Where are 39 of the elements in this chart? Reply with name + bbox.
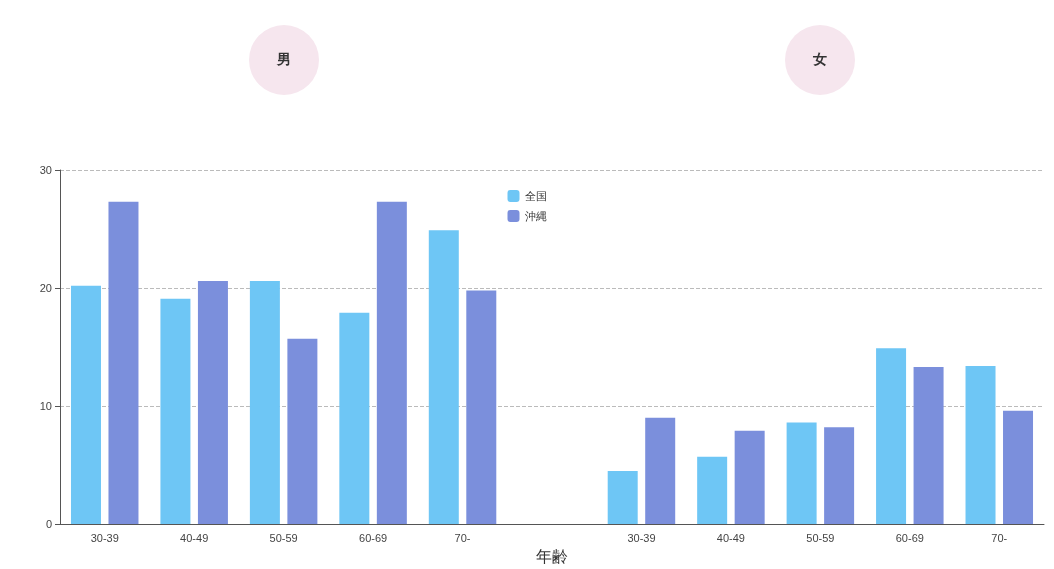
x-tick-label: 50-59 [269,531,298,544]
x-tick-label: 40-49 [716,531,745,544]
bar [428,230,459,525]
bar [697,456,728,525]
text: 男 [276,51,291,69]
bar [786,422,817,525]
x-tick-label: 70- [454,531,471,544]
bar [70,285,101,525]
x-axis-title: 年齢 [536,547,568,565]
bar [287,338,318,525]
bar [645,417,676,525]
legend-label: 全国 [524,190,547,202]
y-tick-label: 30 [39,164,52,176]
bar [339,312,370,525]
legend-label: 沖縄 [524,210,547,222]
bar [734,430,765,525]
y-tick-label: 10 [39,400,52,413]
bar [1003,410,1034,525]
x-tick-label: 40-49 [180,531,209,544]
bar [876,348,907,525]
bar [965,365,996,525]
x-tick-label: 60-69 [359,531,388,544]
y-tick-label: 20 [39,282,52,295]
bar [376,201,407,525]
x-tick-label: 70- [991,531,1008,544]
bar [466,290,497,525]
x-tick-label: 30-39 [90,531,119,544]
x-tick-label: 30-39 [627,531,656,544]
x-tick-label: 50-59 [806,531,835,544]
bar [160,298,191,525]
bar [913,367,944,525]
x-tick-label: 60-69 [895,531,924,544]
bar [607,470,638,525]
bar [249,280,280,525]
text: 女 [813,51,828,69]
bar [824,427,855,525]
y-tick-label: 0 [45,518,52,531]
bar [197,280,228,525]
bar [108,201,139,525]
